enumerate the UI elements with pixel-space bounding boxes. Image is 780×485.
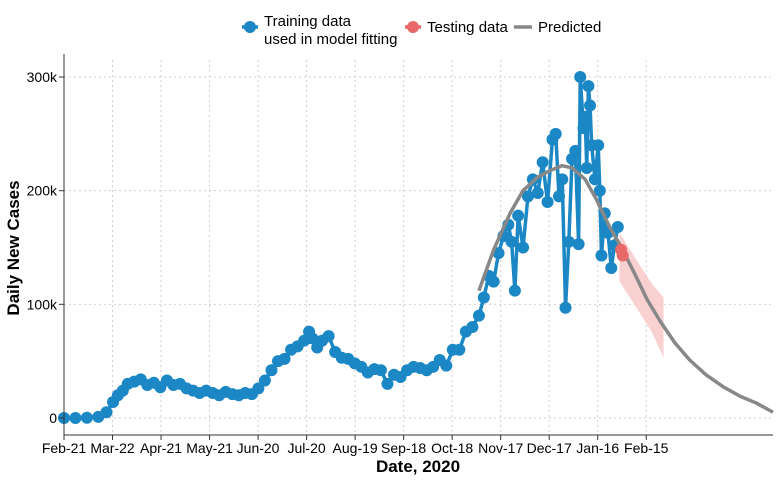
training-point xyxy=(552,190,565,203)
training-point xyxy=(569,144,582,157)
training-point xyxy=(80,411,93,424)
legend-training-swatch-point xyxy=(244,21,256,33)
training-point xyxy=(592,139,605,152)
x-tick-label: Jul-20 xyxy=(288,440,326,456)
training-point xyxy=(100,406,113,419)
training-point xyxy=(487,275,500,288)
training-point xyxy=(579,110,592,123)
training-point xyxy=(605,261,618,274)
training-point xyxy=(517,241,530,254)
legend-training-label-line: used in model fitting xyxy=(264,31,397,48)
training-point xyxy=(584,99,597,112)
training-point xyxy=(492,247,505,260)
training-point xyxy=(374,364,387,377)
training-point xyxy=(472,309,485,322)
training-point xyxy=(512,209,525,222)
training-point xyxy=(582,80,595,93)
x-tick-label: Mar-22 xyxy=(90,440,135,456)
training-point xyxy=(572,238,585,251)
training-point xyxy=(453,343,466,356)
x-tick-label: Sep-18 xyxy=(381,440,426,456)
x-tick-label: Jan-16 xyxy=(576,440,619,456)
y-tick-label: 0 xyxy=(49,410,57,426)
legend-training-label: Training data used in model fitting xyxy=(264,13,397,48)
y-tick-label: 200k xyxy=(27,183,58,199)
training-point xyxy=(574,71,587,84)
training-point xyxy=(588,173,601,186)
training-point xyxy=(549,127,562,140)
training-point xyxy=(541,196,554,209)
x-tick-label: May-21 xyxy=(186,440,233,456)
predicted-line xyxy=(477,163,774,414)
y-tick-label: 300k xyxy=(27,69,58,85)
training-point xyxy=(595,249,608,262)
training-point xyxy=(466,321,479,334)
x-tick-label: Dec-17 xyxy=(527,440,572,456)
training-point xyxy=(265,364,278,377)
training-point xyxy=(593,184,606,197)
x-tick-label: Jun-20 xyxy=(237,440,280,456)
legend-training-label-line: Training data xyxy=(264,13,352,30)
training-point xyxy=(508,284,521,297)
training-point xyxy=(278,352,291,365)
training-point xyxy=(440,359,453,372)
x-tick-label: Apr-21 xyxy=(140,440,182,456)
training-point xyxy=(381,377,394,390)
training-point xyxy=(577,122,590,135)
training-point xyxy=(536,156,549,169)
training-point xyxy=(531,186,544,199)
training-point xyxy=(562,235,575,248)
training-point xyxy=(505,235,518,248)
x-tick-label: Feb-15 xyxy=(624,440,669,456)
training-point xyxy=(322,330,335,343)
training-point xyxy=(611,221,624,234)
x-tick-label: Oct-18 xyxy=(431,440,473,456)
x-tick-label: Nov-17 xyxy=(478,440,523,456)
y-axis-title: Daily New Cases xyxy=(4,180,23,315)
training-point xyxy=(580,161,593,174)
legend-testing-label: Testing data xyxy=(427,19,509,36)
x-tick-label: Aug-19 xyxy=(333,440,378,456)
training-point xyxy=(521,190,534,203)
training-point xyxy=(477,291,490,304)
training-point xyxy=(556,173,569,186)
x-axis-title: Date, 2020 xyxy=(376,457,460,476)
training-point xyxy=(559,301,572,314)
x-tick-label: Feb-21 xyxy=(42,440,87,456)
training-point xyxy=(69,411,82,424)
legend-predicted-label: Predicted xyxy=(538,19,601,36)
testing-point xyxy=(616,249,629,262)
y-tick-label: 100k xyxy=(27,296,58,312)
training-point xyxy=(252,382,265,395)
training-point xyxy=(258,374,271,387)
training-point xyxy=(306,332,319,345)
